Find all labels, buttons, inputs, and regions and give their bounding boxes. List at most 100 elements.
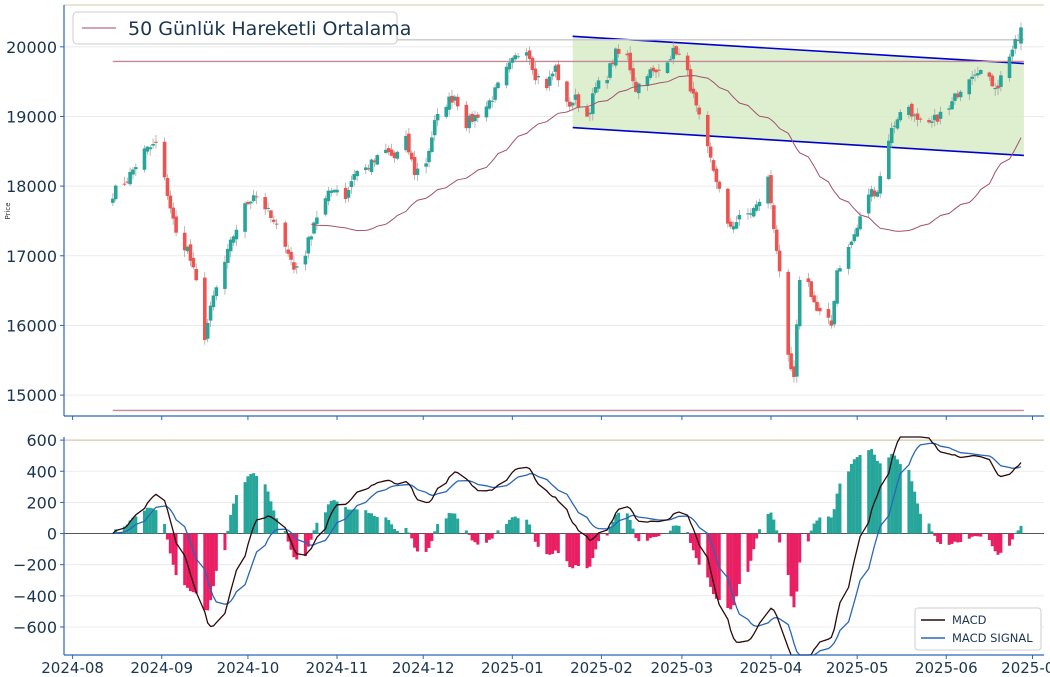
candle-body [271, 219, 276, 222]
candle-body [464, 104, 469, 129]
candle-body [484, 106, 489, 118]
candle-body [990, 75, 995, 87]
macd-histogram-bar [691, 533, 695, 551]
macd-histogram-bar [286, 533, 290, 542]
candle-body [372, 160, 377, 163]
candle-body [329, 190, 334, 193]
macd-histogram-bar [493, 533, 497, 535]
candle-body [797, 280, 802, 327]
candle-body [973, 74, 977, 76]
macd-histogram-bar [772, 519, 776, 534]
candle-body [970, 76, 974, 79]
candle-body [694, 92, 699, 106]
candle-body [323, 198, 328, 215]
macd-histogram-bar [226, 530, 230, 534]
macd-histogram-bar [689, 533, 693, 543]
macd-histogram-bar [576, 533, 580, 567]
x-tick-label: 2024-12 [392, 659, 455, 677]
candle-body [269, 210, 273, 218]
macd-histogram-bar [714, 533, 718, 599]
candle-body [516, 56, 520, 58]
candle-body [142, 148, 147, 170]
candle-body [154, 141, 158, 143]
candle-body [389, 149, 394, 156]
macd-histogram-bar [125, 524, 129, 534]
candle-body [194, 268, 198, 281]
candle-body [395, 151, 400, 159]
macd-histogram-bar [757, 529, 761, 534]
macd-histogram-bar [505, 523, 509, 534]
macd-histogram-bar [516, 518, 520, 534]
macd-histogram-bar [973, 533, 977, 537]
macd-histogram-bar [645, 533, 649, 541]
candle-body [887, 140, 891, 180]
macd-histogram-bar [467, 533, 471, 535]
macd-histogram-bar [122, 526, 126, 534]
candle-body [352, 174, 357, 180]
moving-average-line [311, 75, 1022, 232]
macd-y-tick-label: 400 [26, 462, 57, 481]
macd-y-tick-label: 600 [26, 431, 57, 450]
candle-body [366, 168, 371, 170]
macd-histogram-bar [243, 482, 247, 534]
macd-histogram-bar [444, 518, 448, 534]
macd-legend-label-signal: MACD SIGNAL [952, 631, 1033, 645]
candle-body [524, 52, 529, 56]
candle-body [815, 301, 819, 311]
macd-histogram-bar [996, 533, 1000, 555]
candle-body [636, 83, 641, 94]
candle-body [766, 176, 770, 204]
macd-histogram-bar [907, 469, 911, 534]
candle-body [375, 155, 380, 165]
candle-body [409, 152, 414, 160]
candle-body [294, 266, 299, 268]
macd-histogram-bar [464, 530, 468, 534]
candle-body [404, 135, 408, 151]
macd-histogram-bar [706, 533, 710, 578]
candle-body [935, 114, 940, 122]
macd-histogram-bar [631, 528, 635, 534]
macd-histogram-bar [364, 510, 368, 534]
candle-body [685, 55, 690, 71]
candle-body [987, 72, 992, 77]
candle-body [530, 57, 535, 71]
price-y-tick-label: 15000 [6, 386, 57, 405]
macd-histogram-bar [234, 494, 238, 534]
macd-histogram-bar [352, 509, 356, 534]
macd-y-tick-label: −200 [13, 556, 57, 575]
macd-histogram-bar [697, 533, 701, 565]
candle-body [1010, 49, 1015, 57]
candle-body [134, 167, 138, 170]
candle-body [792, 366, 796, 378]
candle-body [203, 277, 207, 341]
macd-histogram-bar [674, 525, 678, 534]
macd-histogram-bar [473, 533, 477, 543]
macd-histogram-bar [229, 514, 233, 534]
candle-body [292, 262, 296, 270]
candle-body [608, 63, 612, 78]
x-tick-label: 2025-05 [826, 659, 889, 677]
macd-histogram-bar [525, 519, 529, 534]
candle-body [188, 244, 193, 261]
candle-body [705, 114, 710, 147]
macd-histogram-bar [927, 523, 931, 534]
macd-histogram-bar [413, 533, 417, 548]
candle-body [332, 189, 336, 193]
candle-body [1016, 39, 1020, 41]
macd-histogram-bar [987, 533, 991, 541]
macd-histogram-bar [427, 533, 431, 548]
macd-histogram-bar [487, 533, 491, 540]
candle-body [226, 248, 230, 263]
macd-histogram-bar [712, 533, 716, 595]
candle-body [688, 69, 693, 92]
candle-body [182, 232, 187, 251]
macd-histogram-bar [755, 533, 759, 539]
macd-histogram-bar [165, 533, 169, 540]
macd-histogram-bar [553, 533, 557, 551]
candle-body [309, 236, 313, 240]
macd-histogram-bar [947, 533, 951, 545]
candle-body [812, 295, 816, 303]
candle-body [326, 190, 331, 202]
macd-histogram-bar [979, 533, 983, 537]
macd-histogram-bar [795, 533, 799, 592]
